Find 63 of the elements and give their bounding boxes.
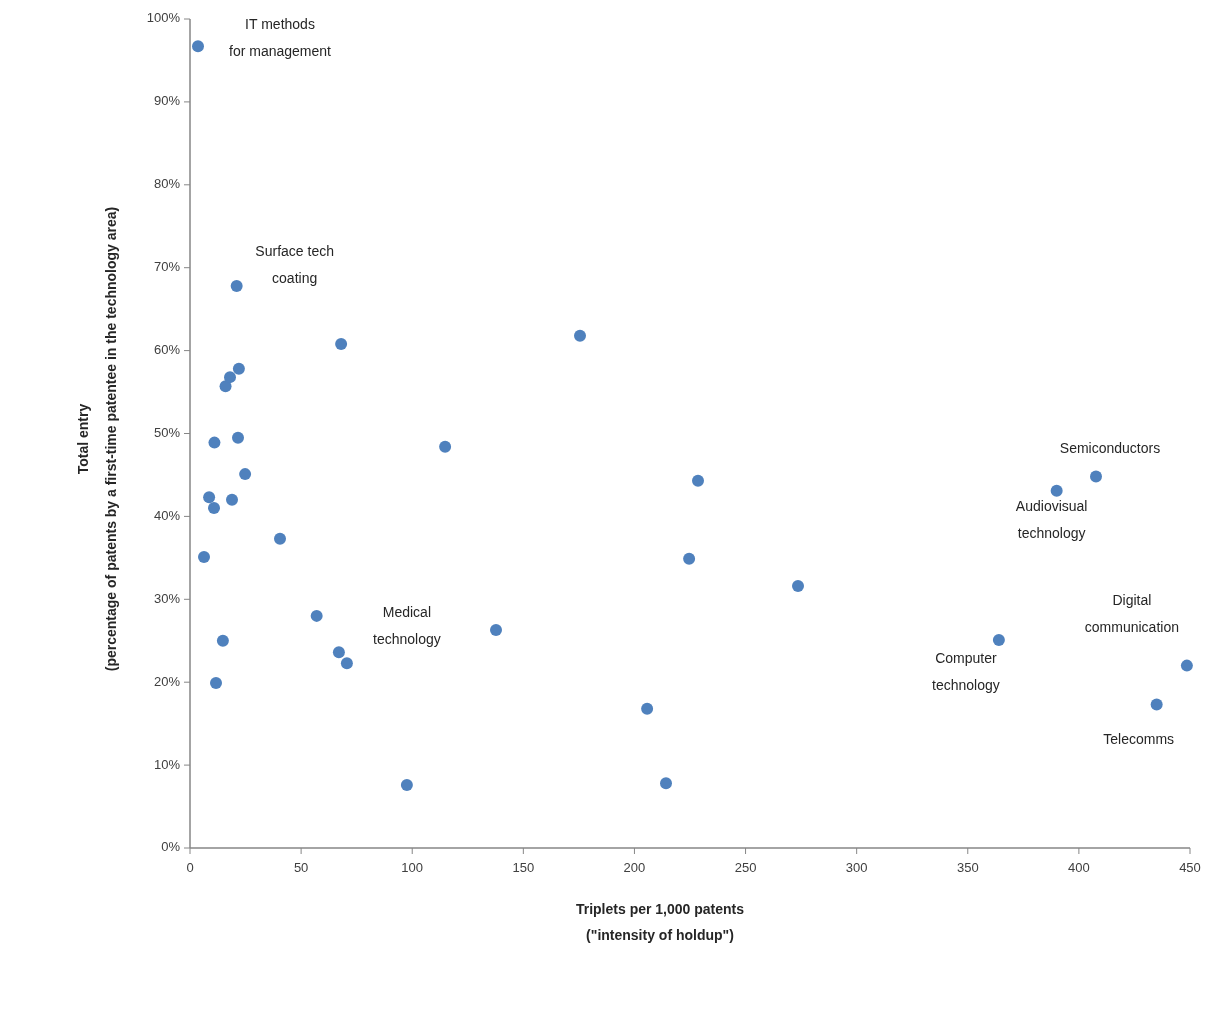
- point: [660, 777, 672, 790]
- point: [1090, 470, 1102, 483]
- y-tick-label: 80%: [153, 176, 181, 192]
- point: [1180, 659, 1193, 672]
- point: [203, 491, 216, 504]
- point: [574, 329, 586, 342]
- annotation: Semiconductors: [1059, 439, 1161, 456]
- x-tick-label: 300: [845, 860, 868, 875]
- annotation: Telecomms: [1103, 730, 1175, 747]
- annotation: Computer technology: [932, 650, 1000, 694]
- y-tick-label: 40%: [153, 507, 181, 523]
- point: [792, 580, 804, 593]
- point: [232, 431, 244, 444]
- annotation: Medical technology: [373, 603, 441, 647]
- x-tick-label: 50: [293, 860, 309, 875]
- point: [230, 279, 243, 292]
- y-axis-title: Total entry (percentage of patents by a first-time patentee in the technology area): [74, 206, 119, 672]
- y-tick-label: 50%: [153, 424, 181, 440]
- x-tick-label: 100: [401, 860, 424, 875]
- x-tick-label: 350: [956, 860, 979, 875]
- x-axis-title: Triplets per 1,000 patents ("intensity of holdup"): [575, 900, 745, 943]
- point: [198, 551, 210, 564]
- point: [210, 677, 222, 690]
- y-tick-label: 20%: [153, 673, 181, 689]
- point: [226, 493, 238, 506]
- x-tick-label: 450: [1179, 860, 1201, 875]
- point: [439, 440, 452, 453]
- point: [340, 657, 353, 670]
- point: [224, 371, 236, 384]
- point: [335, 337, 348, 350]
- point: [192, 40, 204, 53]
- y-tick-label: 30%: [153, 590, 181, 606]
- point: [1050, 484, 1063, 497]
- annotation: Surface tech coating: [255, 243, 334, 287]
- y-tick-label: 90%: [153, 93, 181, 109]
- y-tick-label: 100%: [146, 10, 181, 26]
- x-tick-label: 250: [734, 860, 757, 875]
- x-tick-label: 400: [1068, 860, 1090, 875]
- point: [692, 474, 704, 487]
- point: [683, 552, 696, 565]
- x-tick-label: 0: [186, 860, 194, 875]
- y-tick-label: 0%: [161, 839, 181, 855]
- x-tick-label: 150: [512, 860, 535, 875]
- point: [332, 646, 345, 659]
- point: [232, 362, 245, 375]
- annotation: IT methods for management: [229, 15, 332, 59]
- point: [274, 532, 286, 545]
- point: [992, 633, 1005, 646]
- point: [641, 702, 654, 715]
- y-tick-label: 10%: [153, 756, 181, 772]
- x-tick-label: 200: [623, 860, 646, 875]
- point: [310, 609, 323, 622]
- point: [208, 436, 221, 449]
- annotation: Audiovisual technology: [1015, 497, 1088, 541]
- point: [400, 779, 413, 791]
- point: [208, 502, 220, 515]
- point: [490, 623, 502, 636]
- point: [239, 468, 252, 481]
- y-tick-label: 70%: [153, 259, 181, 275]
- annotation: Digital communication: [1084, 591, 1179, 635]
- y-tick-label: 60%: [153, 342, 181, 358]
- point: [216, 634, 229, 647]
- point: [1150, 698, 1163, 711]
